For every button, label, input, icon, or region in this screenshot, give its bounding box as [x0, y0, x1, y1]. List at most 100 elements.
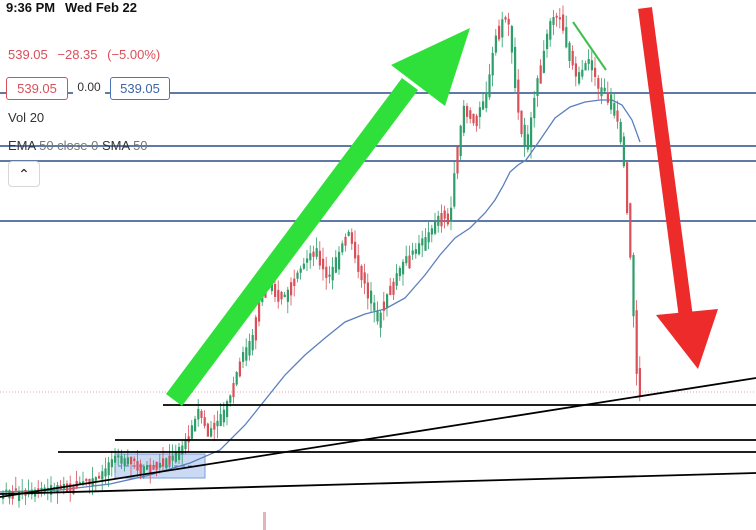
candle-body: [142, 466, 145, 474]
candle-body: [498, 25, 501, 40]
candle-body: [571, 50, 574, 66]
sma-label: SMA: [101, 138, 130, 153]
candle-body: [379, 312, 382, 328]
candle-body: [526, 134, 529, 150]
candle-body: [597, 78, 600, 89]
candle-body: [152, 464, 155, 470]
candle-body: [414, 249, 417, 254]
candle-body: [312, 251, 315, 257]
candle-body: [389, 285, 392, 296]
candle-body: [408, 255, 411, 269]
candle-body: [334, 257, 337, 273]
candle-body: [382, 301, 385, 311]
chevron-up-icon: ⌃: [18, 166, 30, 182]
candle-body: [450, 207, 453, 222]
candle-body: [418, 243, 421, 255]
candle-body: [101, 471, 104, 480]
candle-body: [456, 146, 459, 174]
candle-body: [66, 483, 69, 492]
candle-body: [258, 300, 261, 322]
candle-body: [133, 458, 136, 462]
candle-body: [88, 478, 91, 485]
candle-body: [286, 289, 289, 302]
candle-body: [488, 74, 491, 98]
candle-body: [302, 263, 305, 269]
ema-sma-indicator-label[interactable]: EMA 50 close 0 SMA 50: [8, 138, 148, 153]
candle-body: [318, 250, 321, 266]
candle-body: [424, 237, 427, 251]
candle-body: [277, 289, 280, 302]
candle-body: [139, 463, 142, 475]
candle-body: [616, 110, 619, 122]
candle-body: [174, 451, 177, 463]
candle-body: [638, 368, 641, 396]
candle-body: [370, 290, 373, 304]
candle-body: [347, 231, 350, 236]
candle-body: [146, 465, 149, 470]
candle-body: [510, 26, 513, 53]
candle-body: [293, 278, 296, 286]
candle-body: [338, 251, 341, 270]
candle-body: [475, 115, 478, 127]
trendline-upper: [0, 377, 756, 498]
candle-body: [360, 265, 363, 281]
candle-body: [402, 261, 405, 275]
candle-body: [574, 63, 577, 77]
candle-body: [443, 210, 446, 219]
candle-body: [5, 489, 8, 492]
candle-body: [539, 65, 542, 84]
candle-body: [590, 60, 593, 71]
candle-body: [206, 423, 209, 437]
candle-body: [514, 46, 517, 89]
candle-body: [626, 162, 629, 214]
candle-body: [462, 105, 465, 133]
candle-body: [72, 484, 75, 494]
candle-body: [136, 461, 139, 471]
candle-body: [507, 18, 510, 25]
candle-body: [200, 410, 203, 418]
candle-body: [350, 232, 353, 244]
candle-body: [238, 361, 241, 377]
candle-body: [373, 302, 376, 311]
spread-value: 0.00: [73, 77, 105, 98]
candle-body: [299, 268, 302, 273]
candle-body: [21, 490, 24, 495]
downtrend-line-green: [572, 21, 607, 71]
candle-body: [427, 232, 430, 243]
collapse-indicators-button[interactable]: ⌃: [8, 161, 40, 187]
status-time: 9:36 PM: [6, 0, 56, 15]
candle-body: [155, 461, 158, 470]
candle-body: [168, 455, 171, 465]
candle-body: [558, 17, 561, 20]
candle-body: [629, 203, 632, 258]
volume-bar: [263, 512, 266, 530]
candle-body: [568, 42, 571, 62]
volume-indicator-label[interactable]: Vol 20: [8, 110, 44, 125]
bid-price-box[interactable]: 539.05: [6, 77, 68, 100]
candle-body: [341, 243, 344, 253]
candle-body: [485, 92, 488, 109]
candle-body: [632, 254, 635, 317]
candle-body: [398, 267, 401, 277]
candle-body: [94, 477, 97, 481]
candle-body: [126, 457, 129, 465]
candle-body: [482, 101, 485, 110]
candle-body: [114, 455, 117, 463]
candle-body: [190, 425, 193, 439]
candle-body: [386, 294, 389, 308]
candle-body: [600, 87, 603, 97]
red-down-arrow: [638, 7, 718, 369]
candle-body: [501, 19, 504, 38]
candle-body: [149, 464, 152, 473]
candle-body: [421, 238, 424, 246]
candle-body: [98, 475, 101, 479]
candle-body: [523, 124, 526, 146]
candle-body: [459, 125, 462, 157]
candle-body: [130, 456, 133, 465]
candle-body: [254, 317, 257, 341]
ask-price-box[interactable]: 539.05: [110, 77, 170, 100]
candle-body: [181, 445, 184, 455]
candle-body: [107, 462, 110, 476]
candle-body: [123, 458, 126, 466]
